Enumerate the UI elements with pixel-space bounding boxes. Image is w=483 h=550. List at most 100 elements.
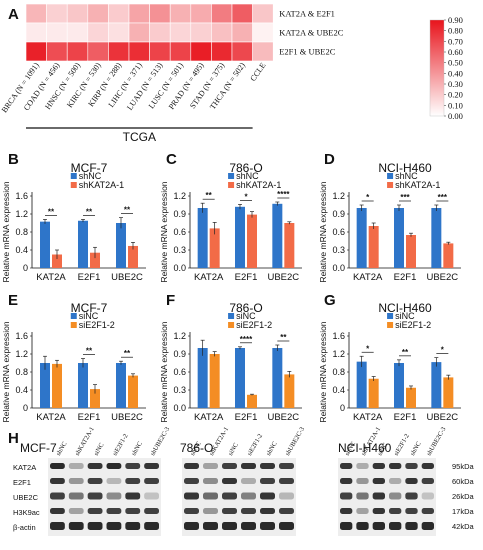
y-tick-label: 0.6 bbox=[173, 227, 186, 237]
lane-label: shNC bbox=[409, 441, 422, 457]
blot-band bbox=[106, 508, 122, 514]
bar bbox=[197, 348, 208, 408]
category-label: UBE2C bbox=[267, 272, 299, 283]
bar bbox=[431, 208, 442, 268]
molecular-weight-label: 42kDa bbox=[452, 522, 475, 531]
bar bbox=[443, 243, 454, 268]
chart-title: MCF-7 bbox=[71, 301, 108, 315]
lane-label: siE2F1-2 bbox=[112, 433, 130, 457]
blot-band bbox=[203, 508, 218, 514]
heatmap-cell bbox=[46, 41, 68, 62]
blot-band bbox=[144, 463, 159, 469]
legend-label: siE2F1-2 bbox=[236, 320, 272, 330]
bar-chart-b: MCF-7 0 0.4 0.8 1.2 1.6 Relative mRNA expressi… bbox=[1, 161, 146, 283]
blot-band bbox=[50, 508, 65, 514]
y-axis-label: Relative mRNA expression bbox=[1, 321, 11, 422]
panel-label-a: A bbox=[8, 6, 19, 23]
y-tick-label: 0.9 bbox=[332, 209, 345, 219]
blot-band bbox=[106, 463, 122, 469]
y-tick-label: 0 bbox=[340, 403, 345, 413]
legend-label: shNC bbox=[395, 171, 418, 181]
blot-band bbox=[184, 522, 199, 530]
y-tick-label: 0.3 bbox=[173, 245, 186, 255]
significance-marker: **** bbox=[240, 335, 253, 344]
chart-title: MCF-7 bbox=[71, 161, 108, 175]
bar bbox=[394, 363, 404, 408]
legend-swatch bbox=[387, 173, 394, 179]
blot-band bbox=[50, 478, 65, 484]
bar bbox=[235, 348, 245, 408]
panel-label-h: H bbox=[8, 430, 19, 447]
colorbar-tick: 0.80 bbox=[448, 26, 463, 36]
legend-swatch bbox=[70, 313, 77, 319]
colorbar-tick: 0.30 bbox=[448, 79, 463, 89]
blot-band bbox=[203, 522, 218, 530]
bar bbox=[235, 206, 245, 268]
blot-band bbox=[87, 508, 103, 514]
legend-label: shKAT2A-1 bbox=[79, 180, 124, 190]
bar-chart-d: NCI-H460 0.0 0.3 0.6 0.9 1.2 Relative mRNA exp… bbox=[318, 161, 461, 283]
blot-band bbox=[356, 508, 369, 514]
blot-band bbox=[184, 463, 199, 469]
y-tick-label: 0.8 bbox=[15, 367, 28, 377]
blot-band bbox=[340, 463, 353, 469]
blot-band bbox=[389, 492, 402, 500]
y-tick-label: 0.3 bbox=[173, 385, 186, 395]
colorbar-tick: 0.70 bbox=[448, 36, 463, 46]
heatmap-cell bbox=[149, 3, 171, 24]
legend-swatch bbox=[387, 322, 394, 328]
lane-label: shUBE2C-3 bbox=[149, 426, 171, 457]
category-label: KAT2A bbox=[194, 412, 224, 423]
category-label: E2F1 bbox=[78, 272, 101, 283]
y-tick-label: 1.6 bbox=[15, 331, 28, 341]
category-label: KAT2A bbox=[36, 272, 66, 283]
bar bbox=[272, 348, 283, 408]
legend-swatch bbox=[228, 182, 235, 188]
legend-swatch bbox=[70, 173, 77, 179]
colorbar-tick: 0.60 bbox=[448, 47, 463, 57]
bar bbox=[247, 214, 257, 268]
heatmap-cell bbox=[169, 3, 192, 24]
blot-band bbox=[68, 522, 84, 530]
y-tick-label: 0.4 bbox=[15, 385, 28, 395]
bar bbox=[128, 245, 138, 268]
blot-band bbox=[125, 522, 141, 530]
blot-band bbox=[421, 522, 434, 530]
blot-title: NCI-H460 bbox=[338, 441, 392, 455]
heatmap-cell bbox=[87, 3, 109, 24]
chart-title: 786-O bbox=[229, 301, 262, 315]
category-label: UBE2C bbox=[111, 412, 143, 423]
bar bbox=[52, 363, 62, 408]
colorbar bbox=[429, 19, 445, 117]
legend-label: shKAT2A-1 bbox=[236, 180, 281, 190]
heatmap-cell bbox=[87, 22, 109, 43]
legend-swatch bbox=[70, 182, 77, 188]
blot-band bbox=[125, 478, 141, 484]
blot-membrane bbox=[338, 458, 436, 536]
bar bbox=[406, 235, 416, 268]
significance-marker: ** bbox=[124, 349, 131, 358]
y-tick-label: 0.3 bbox=[332, 245, 345, 255]
molecular-weight-label: 17kDa bbox=[452, 507, 475, 516]
blot-band bbox=[106, 492, 122, 500]
significance-marker: * bbox=[366, 193, 370, 202]
blot-band bbox=[421, 463, 434, 469]
significance-marker: *** bbox=[400, 193, 410, 202]
category-label: E2F1 bbox=[78, 412, 101, 423]
blot-band bbox=[340, 508, 353, 514]
colorbar-tick: 0.40 bbox=[448, 68, 463, 78]
blot-band bbox=[125, 463, 141, 469]
legend-swatch bbox=[70, 322, 77, 328]
y-tick-label: 0.8 bbox=[15, 227, 28, 237]
blot-band bbox=[68, 508, 84, 514]
heatmap-cell bbox=[190, 41, 212, 62]
bar bbox=[128, 375, 138, 408]
legend-swatch bbox=[228, 313, 235, 319]
category-label: UBE2C bbox=[426, 412, 458, 423]
category-label: KAT2A bbox=[353, 272, 383, 283]
heatmap-cell bbox=[66, 41, 89, 62]
bar bbox=[431, 362, 442, 408]
bar bbox=[209, 228, 220, 268]
y-tick-label: 0.0 bbox=[332, 263, 345, 273]
